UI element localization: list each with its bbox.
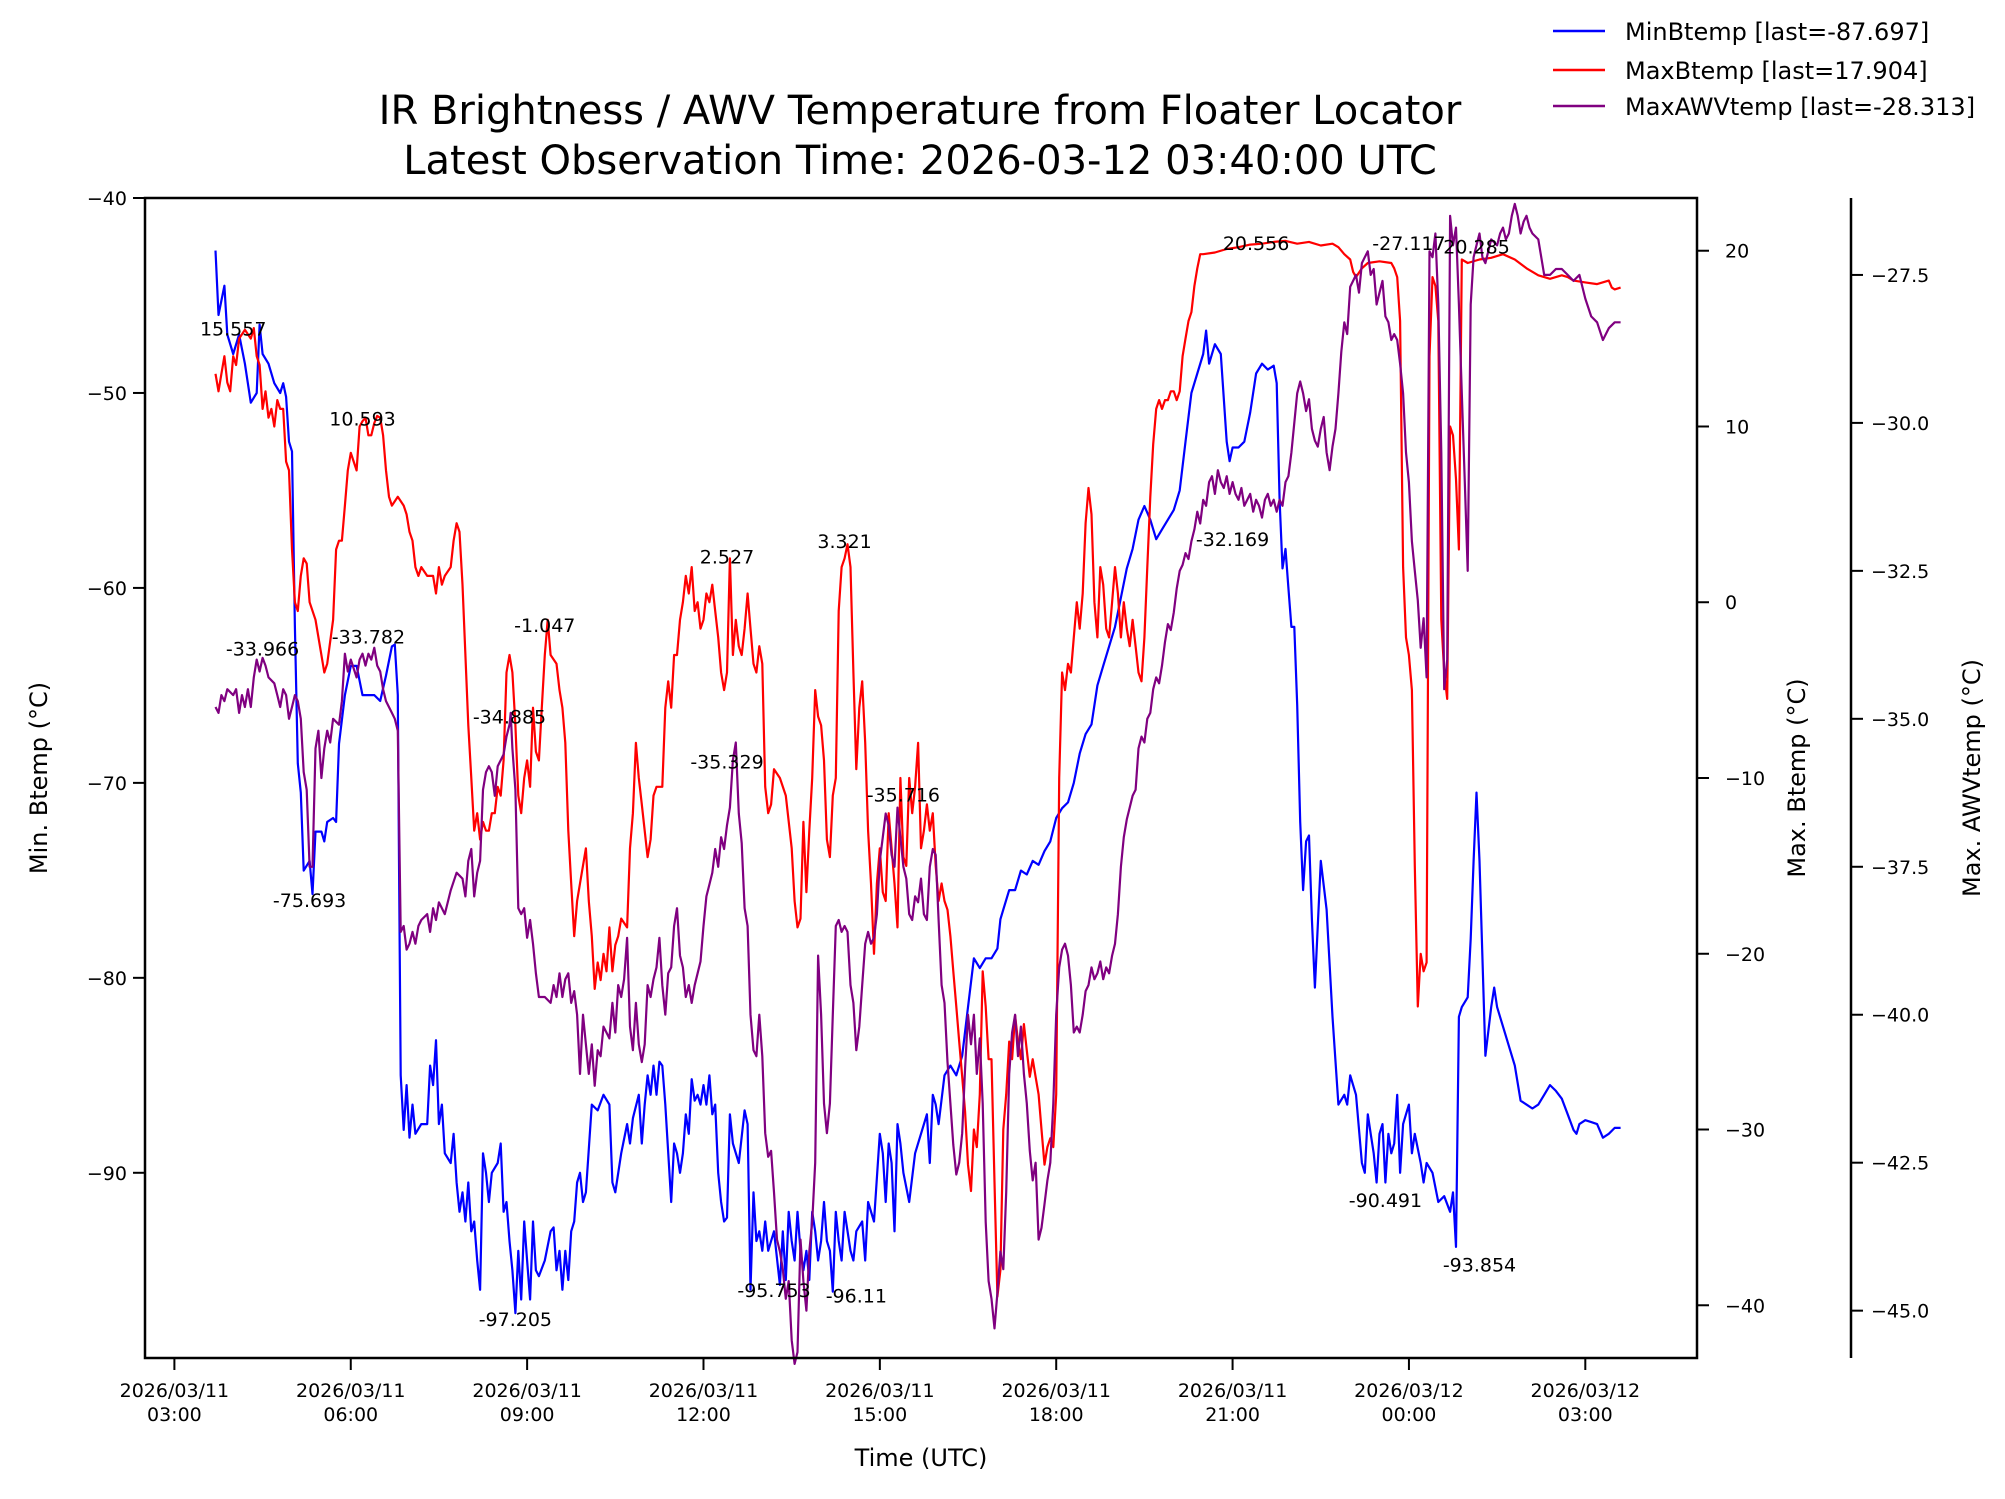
data-annotation: -93.854	[1443, 1254, 1516, 1276]
annotation-layer: 15.557 10.593 -33.966 -33.782 -75.693 -34.885…	[200, 233, 1516, 1331]
y-axis-right-label: Max. Btemp (°C)	[1783, 678, 1811, 877]
data-annotation: -33.966	[226, 638, 299, 660]
data-annotation: -35.716	[867, 785, 940, 807]
x-tick-label: 2026/03/11	[649, 1380, 759, 1402]
x-tick-label: 2026/03/11	[1178, 1380, 1288, 1402]
x-tick-label: 03:00	[147, 1404, 202, 1426]
chart-title: IR Brightness / AWV Temperature from Flo…	[379, 88, 1462, 134]
x-tick-label: 2026/03/12	[1354, 1380, 1464, 1402]
x-tick-label: 2026/03/11	[296, 1380, 406, 1402]
y-axis-right2: −27.5 −30.0 −32.5 −35.0 −37.5 −40.0 −42.5 −45.0	[1851, 265, 1929, 1323]
data-annotation: 20.285	[1443, 237, 1509, 259]
y-left-tick-label: −90	[87, 1163, 127, 1185]
data-annotation: 10.593	[329, 408, 395, 430]
y-right2-tick-label: −32.5	[1871, 561, 1929, 583]
data-annotation: -32.169	[1196, 529, 1269, 551]
legend: MinBtemp [last=-87.697] MaxBtemp [last=1…	[1553, 18, 1975, 121]
y-right2-tick-label: −35.0	[1871, 709, 1929, 731]
y-left-tick-label: −70	[87, 773, 127, 795]
x-tick-label: 12:00	[676, 1404, 731, 1426]
chart-subtitle: Latest Observation Time: 2026-03-12 03:4…	[403, 138, 1437, 184]
x-tick-label: 00:00	[1382, 1404, 1437, 1426]
data-annotation: -27.117	[1372, 233, 1445, 255]
x-axis-label: Time (UTC)	[854, 1444, 988, 1472]
series-line-maxawvtemp	[214, 202, 1621, 1365]
y-right-tick-label: −10	[1725, 768, 1765, 790]
data-annotation: -34.885	[473, 707, 546, 729]
data-annotation: 20.556	[1223, 233, 1289, 255]
data-annotation: -1.047	[514, 615, 575, 637]
y-axis-left-label: Min. Btemp (°C)	[25, 682, 53, 874]
y-right2-tick-label: −45.0	[1871, 1301, 1929, 1323]
y-left-tick-label: −50	[87, 383, 127, 405]
data-annotation: 3.321	[817, 531, 871, 553]
x-tick-label: 15:00	[852, 1404, 907, 1426]
x-tick-label: 2026/03/11	[120, 1380, 230, 1402]
series-line-minbtemp	[214, 250, 1621, 1315]
data-annotation: -35.329	[690, 751, 763, 773]
series-line-maxbtemp	[214, 239, 1621, 1298]
y-right-tick-label: −30	[1725, 1120, 1765, 1142]
y-right-tick-label: 20	[1725, 241, 1749, 263]
x-tick-label: 2026/03/11	[1001, 1380, 1111, 1402]
y-left-tick-label: −80	[87, 968, 127, 990]
data-annotation: -75.693	[273, 890, 346, 912]
y-right2-tick-label: −42.5	[1871, 1153, 1929, 1175]
legend-label-maxbtemp: MaxBtemp [last=17.904]	[1625, 57, 1928, 85]
data-annotation: -90.491	[1349, 1190, 1422, 1212]
y-right2-tick-label: −27.5	[1871, 265, 1929, 287]
x-axis: 2026/03/1103:002026/03/1106:002026/03/11…	[120, 1358, 1640, 1426]
y-axis-right: 20 10 0 −10 −20 −30 −40	[1697, 241, 1765, 1317]
y-right2-tick-label: −30.0	[1871, 413, 1929, 435]
data-annotation: 15.557	[200, 319, 266, 341]
y-right2-tick-label: −37.5	[1871, 857, 1929, 879]
legend-label-minbtemp: MinBtemp [last=-87.697]	[1625, 18, 1929, 46]
data-annotation: -95.753	[737, 1280, 810, 1302]
data-annotation: -97.205	[479, 1309, 552, 1331]
x-tick-label: 09:00	[500, 1404, 555, 1426]
x-tick-label: 2026/03/11	[472, 1380, 582, 1402]
x-tick-label: 2026/03/11	[825, 1380, 935, 1402]
data-annotation: 2.527	[700, 547, 754, 569]
y-right-tick-label: −20	[1725, 944, 1765, 966]
plot-frame	[143, 196, 1699, 1360]
x-tick-label: 2026/03/12	[1531, 1380, 1641, 1402]
x-tick-label: 21:00	[1205, 1404, 1260, 1426]
y-left-tick-label: −60	[87, 578, 127, 600]
y-axis-left: −40 −50 −60 −70 −80 −90	[87, 188, 145, 1185]
x-tick-label: 18:00	[1029, 1404, 1084, 1426]
x-tick-label: 06:00	[323, 1404, 378, 1426]
data-annotation: -33.782	[332, 627, 405, 649]
legend-label-maxawvtemp: MaxAWVtemp [last=-28.313]	[1625, 93, 1975, 121]
y-left-tick-label: −40	[87, 188, 127, 210]
y-axis-right2-label: Max. AWVtemp (°C)	[1958, 659, 1986, 897]
y-right-tick-label: 0	[1725, 592, 1737, 614]
y-right-tick-label: −40	[1725, 1295, 1765, 1317]
y-right2-tick-label: −40.0	[1871, 1005, 1929, 1027]
series-layer	[214, 202, 1621, 1365]
data-annotation: -96.11	[826, 1286, 887, 1308]
x-tick-label: 03:00	[1558, 1404, 1613, 1426]
y-right-tick-label: 10	[1725, 416, 1749, 438]
